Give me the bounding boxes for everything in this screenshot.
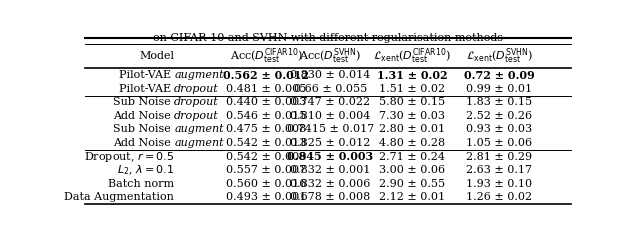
- Text: 1.05 ± 0.06: 1.05 ± 0.06: [466, 138, 532, 148]
- Text: Data Augmentation: Data Augmentation: [65, 192, 174, 202]
- Text: 2.81 ± 0.29: 2.81 ± 0.29: [466, 152, 532, 162]
- Text: 0.832 ± 0.001: 0.832 ± 0.001: [291, 165, 371, 175]
- Text: augment: augment: [174, 70, 224, 80]
- Text: $L_2$, $\lambda = 0.1$: $L_2$, $\lambda = 0.1$: [117, 163, 174, 177]
- Text: 2.90 ± 0.55: 2.90 ± 0.55: [380, 179, 445, 189]
- Text: dropout: dropout: [174, 84, 219, 94]
- Text: 7.30 ± 0.03: 7.30 ± 0.03: [380, 111, 445, 121]
- Text: 1.26 ± 0.02: 1.26 ± 0.02: [466, 192, 532, 202]
- Text: 0.546 ± 0.015: 0.546 ± 0.015: [226, 111, 306, 121]
- Text: dropout: dropout: [174, 97, 219, 107]
- Text: Batch norm: Batch norm: [108, 179, 174, 189]
- Text: 0.560 ± 0.016: 0.560 ± 0.016: [226, 179, 306, 189]
- Text: 0.440 ± 0.003: 0.440 ± 0.003: [226, 97, 306, 107]
- Text: Add Noise: Add Noise: [113, 138, 174, 148]
- Text: $\mathcal{L}_{\rm xent}$($D_{\rm test}^{\rm SVHN}$): $\mathcal{L}_{\rm xent}$($D_{\rm test}^{…: [466, 46, 532, 66]
- Text: augment: augment: [174, 138, 224, 148]
- Text: 0.825 ± 0.012: 0.825 ± 0.012: [291, 138, 371, 148]
- Text: $\mathcal{L}_{\rm xent}$($D_{\rm test}^{\rm CIFAR10}$): $\mathcal{L}_{\rm xent}$($D_{\rm test}^{…: [373, 46, 451, 66]
- Text: 0.93 ± 0.03: 0.93 ± 0.03: [466, 125, 532, 134]
- Text: 2.52 ± 0.26: 2.52 ± 0.26: [466, 111, 532, 121]
- Text: 0.542 ± 0.009: 0.542 ± 0.009: [226, 152, 306, 162]
- Text: Dropout, $r = 0.5$: Dropout, $r = 0.5$: [84, 150, 174, 164]
- Text: on CIFAR-10 and SVHN with different regularisation methods: on CIFAR-10 and SVHN with different regu…: [153, 33, 503, 43]
- Text: Sub Noise: Sub Noise: [113, 97, 174, 107]
- Text: Acc($D_{\rm test}^{\rm CIFAR10}$): Acc($D_{\rm test}^{\rm CIFAR10}$): [230, 46, 303, 66]
- Text: 2.80 ± 0.01: 2.80 ± 0.01: [380, 125, 445, 134]
- Text: Add Noise: Add Noise: [113, 111, 174, 121]
- Text: Sub Noise: Sub Noise: [113, 125, 174, 134]
- Text: 2.63 ± 0.17: 2.63 ± 0.17: [466, 165, 532, 175]
- Text: Acc($D_{\rm test}^{\rm SVHN}$): Acc($D_{\rm test}^{\rm SVHN}$): [300, 46, 362, 66]
- Text: augment: augment: [174, 125, 224, 134]
- Text: 0.557 ± 0.007: 0.557 ± 0.007: [226, 165, 306, 175]
- Text: 1.93 ± 0.10: 1.93 ± 0.10: [466, 179, 532, 189]
- Text: 2.12 ± 0.01: 2.12 ± 0.01: [380, 192, 445, 202]
- Text: 0.72 ± 0.09: 0.72 ± 0.09: [464, 70, 534, 81]
- Text: 0.475 ± 0.008: 0.475 ± 0.008: [226, 125, 306, 134]
- Text: Pilot-VAE: Pilot-VAE: [118, 70, 174, 80]
- Text: 5.80 ± 0.15: 5.80 ± 0.15: [380, 97, 445, 107]
- Text: 0.678 ± 0.008: 0.678 ± 0.008: [291, 192, 371, 202]
- Text: Pilot-VAE: Pilot-VAE: [118, 84, 174, 94]
- Text: 4.80 ± 0.28: 4.80 ± 0.28: [380, 138, 445, 148]
- Text: 0.810 ± 0.004: 0.810 ± 0.004: [291, 111, 371, 121]
- Text: 0.542 ± 0.013: 0.542 ± 0.013: [226, 138, 306, 148]
- Text: 0.7415 ± 0.017: 0.7415 ± 0.017: [287, 125, 374, 134]
- Text: 3.00 ± 0.06: 3.00 ± 0.06: [380, 165, 445, 175]
- Text: 1.31 ± 0.02: 1.31 ± 0.02: [377, 70, 447, 81]
- Text: 1.51 ± 0.02: 1.51 ± 0.02: [380, 84, 445, 94]
- Text: 0.832 ± 0.006: 0.832 ± 0.006: [291, 179, 371, 189]
- Text: 0.66 ± 0.055: 0.66 ± 0.055: [294, 84, 367, 94]
- Text: 0.747 ± 0.022: 0.747 ± 0.022: [291, 97, 371, 107]
- Text: 2.71 ± 0.24: 2.71 ± 0.24: [380, 152, 445, 162]
- Text: dropout: dropout: [174, 111, 219, 121]
- Text: 0.481 ± 0.005: 0.481 ± 0.005: [226, 84, 306, 94]
- Text: 0.493 ± 0.001: 0.493 ± 0.001: [226, 192, 306, 202]
- Text: 0.845 ± 0.003: 0.845 ± 0.003: [287, 151, 374, 162]
- Text: Model: Model: [140, 51, 174, 61]
- Text: 0.830 ± 0.014: 0.830 ± 0.014: [291, 70, 371, 80]
- Text: 0.99 ± 0.01: 0.99 ± 0.01: [466, 84, 532, 94]
- Text: 1.83 ± 0.15: 1.83 ± 0.15: [466, 97, 532, 107]
- Text: 0.562 ± 0.012: 0.562 ± 0.012: [223, 70, 309, 81]
